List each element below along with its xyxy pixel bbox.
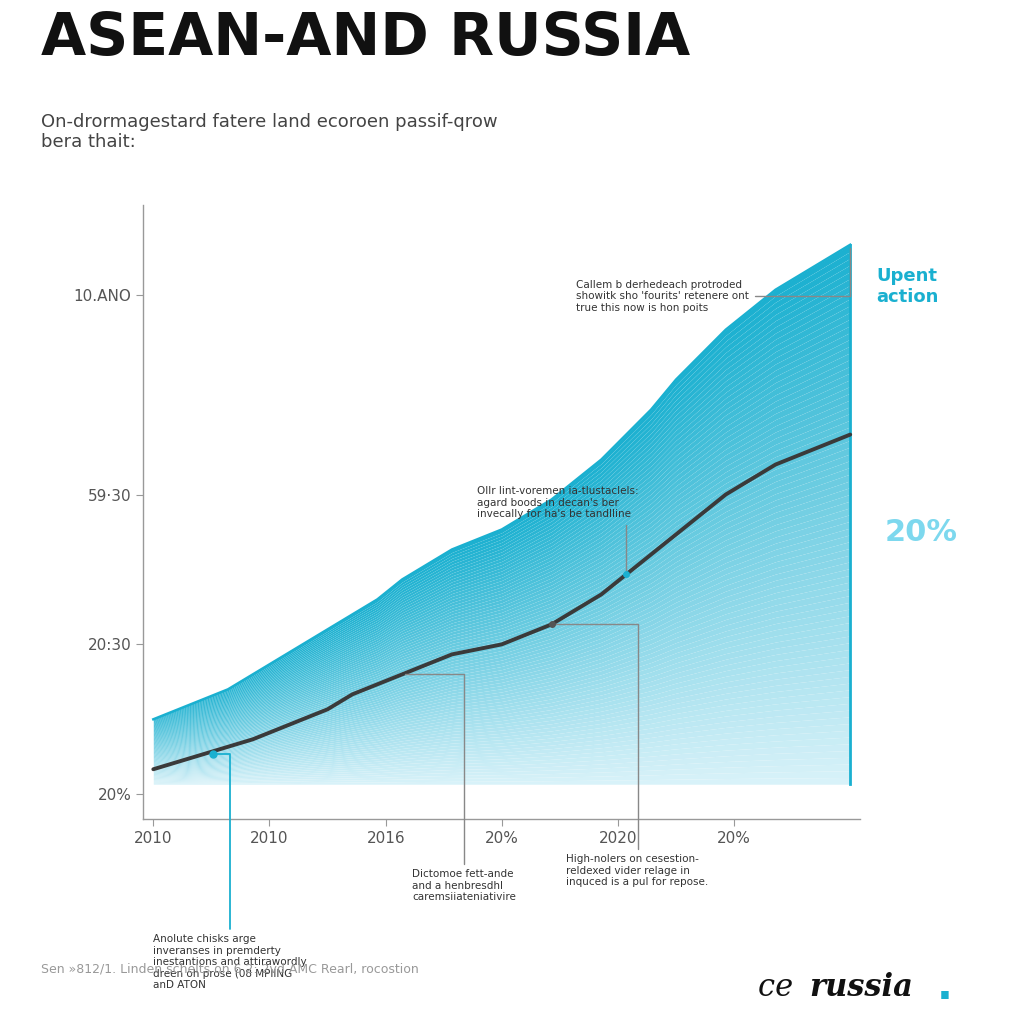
Text: High-nolers on cesestion-
reldexed vider relage in
inquced is a pul for repose.: High-nolers on cesestion- reldexed vider… [554, 625, 709, 888]
Text: Sen »812/1. Linden schelts on 6 2: 2vd AMC Rearl, rocostion: Sen »812/1. Linden schelts on 6 2: 2vd A… [41, 963, 419, 976]
Text: ASEAN-AND RUSSIA: ASEAN-AND RUSSIA [41, 10, 690, 68]
Text: Ollr lint-voremen ia-tlustaclels:
agard boods in decan's ber
invecally for ha's : Ollr lint-voremen ia-tlustaclels: agard … [477, 486, 639, 571]
Text: Callem b derhedeach protroded
showitk sho 'fourits' retenere ont
true this now i: Callem b derhedeach protroded showitk sh… [577, 248, 850, 313]
Text: Anolute chisks arge
inveranses in premderty
inestantions and attirawordly
dreen : Anolute chisks arge inveranses in premde… [154, 755, 307, 990]
Text: russia: russia [809, 972, 912, 1002]
Text: 20%: 20% [885, 518, 957, 547]
Text: On-drormagestard fatere land ecoroen passif-qrow
bera thait:: On-drormagestard fatere land ecoroen pas… [41, 113, 498, 152]
Text: ce: ce [758, 972, 803, 1002]
Text: Upent
action: Upent action [877, 267, 939, 306]
Text: .: . [937, 966, 953, 1009]
Text: Dictomoe fett-ande
and a henbresdhl
caremsiiateniativire: Dictomoe fett-ande and a henbresdhl care… [404, 675, 516, 902]
